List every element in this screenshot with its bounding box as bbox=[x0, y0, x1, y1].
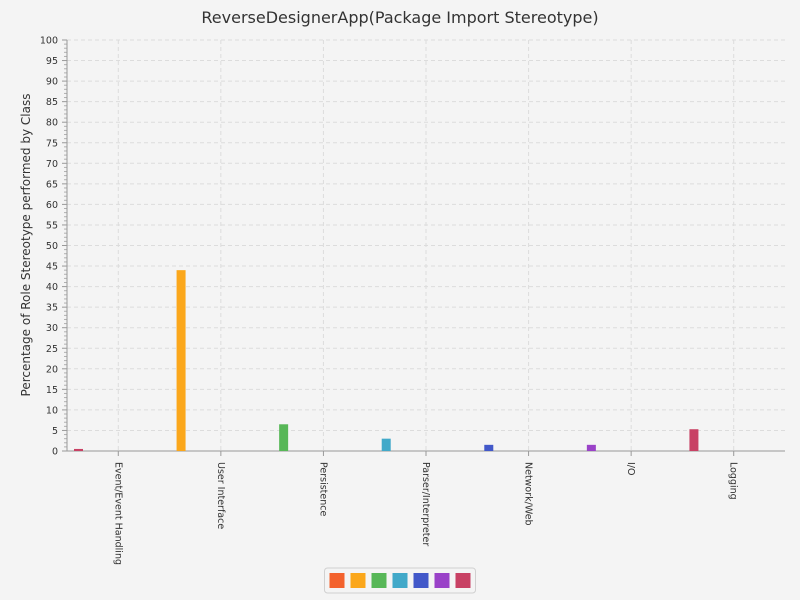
y-tick-label: 90 bbox=[46, 77, 58, 88]
axes: 0 5 10 15 20 25 30 35 40 45 50 55 60 65 70 75 80 85 90 95 10… bbox=[40, 36, 785, 458]
y-tick-label: 30 bbox=[46, 323, 58, 334]
legend-swatch bbox=[371, 573, 387, 588]
x-category-label: Persistence bbox=[317, 462, 328, 516]
y-tick-label: 55 bbox=[46, 220, 58, 231]
y-tick-label: 10 bbox=[46, 405, 58, 416]
y-tick-label: 15 bbox=[46, 385, 58, 396]
y-tick-label: 100 bbox=[40, 36, 58, 47]
bar bbox=[74, 448, 83, 451]
y-tick-label: 40 bbox=[46, 282, 58, 293]
bar bbox=[484, 444, 494, 451]
bar bbox=[689, 429, 699, 451]
grid bbox=[67, 39, 785, 451]
y-tick-label: 0 bbox=[52, 447, 58, 458]
x-category-label: Logging bbox=[728, 462, 739, 500]
bars bbox=[74, 270, 699, 451]
legend bbox=[324, 567, 476, 594]
legend-swatch bbox=[434, 573, 450, 588]
x-category-label: Event/Event Handling bbox=[112, 462, 123, 565]
y-tick-label: 45 bbox=[46, 262, 58, 273]
y-tick-label: 20 bbox=[46, 364, 58, 375]
legend-swatch bbox=[413, 573, 429, 588]
y-tick-label: 5 bbox=[52, 426, 58, 437]
y-tick-label: 25 bbox=[46, 344, 58, 355]
y-tick-label: 35 bbox=[46, 303, 58, 314]
x-category-label: Parser/Interpreter bbox=[420, 462, 431, 546]
y-tick-label: 50 bbox=[46, 241, 58, 252]
y-tick-label: 85 bbox=[46, 97, 58, 108]
category-labels: Event/Event Handling User Interface Persis… bbox=[112, 462, 738, 565]
y-axis-label: Percentage of Role Stereotype performed … bbox=[19, 94, 33, 397]
y-tick-label: 65 bbox=[46, 179, 58, 190]
x-category-label: I/O bbox=[625, 462, 636, 475]
bar bbox=[381, 438, 391, 451]
x-category-label: Network/Web bbox=[523, 462, 534, 526]
legend-swatch bbox=[329, 573, 345, 588]
y-tick-label: 70 bbox=[46, 159, 58, 170]
bar bbox=[279, 424, 289, 451]
legend-swatch bbox=[455, 573, 471, 588]
y-tick-label: 60 bbox=[46, 200, 58, 211]
bar bbox=[586, 444, 596, 451]
legend-swatch bbox=[350, 573, 366, 588]
y-tick-label: 95 bbox=[46, 56, 58, 67]
chart-title: ReverseDesignerApp(Package Import Stereo… bbox=[201, 8, 598, 27]
y-tick-label: 80 bbox=[46, 118, 58, 129]
bar bbox=[176, 270, 186, 451]
x-category-label: User Interface bbox=[215, 462, 226, 529]
legend-swatch bbox=[392, 573, 408, 588]
y-tick-label: 75 bbox=[46, 138, 58, 149]
